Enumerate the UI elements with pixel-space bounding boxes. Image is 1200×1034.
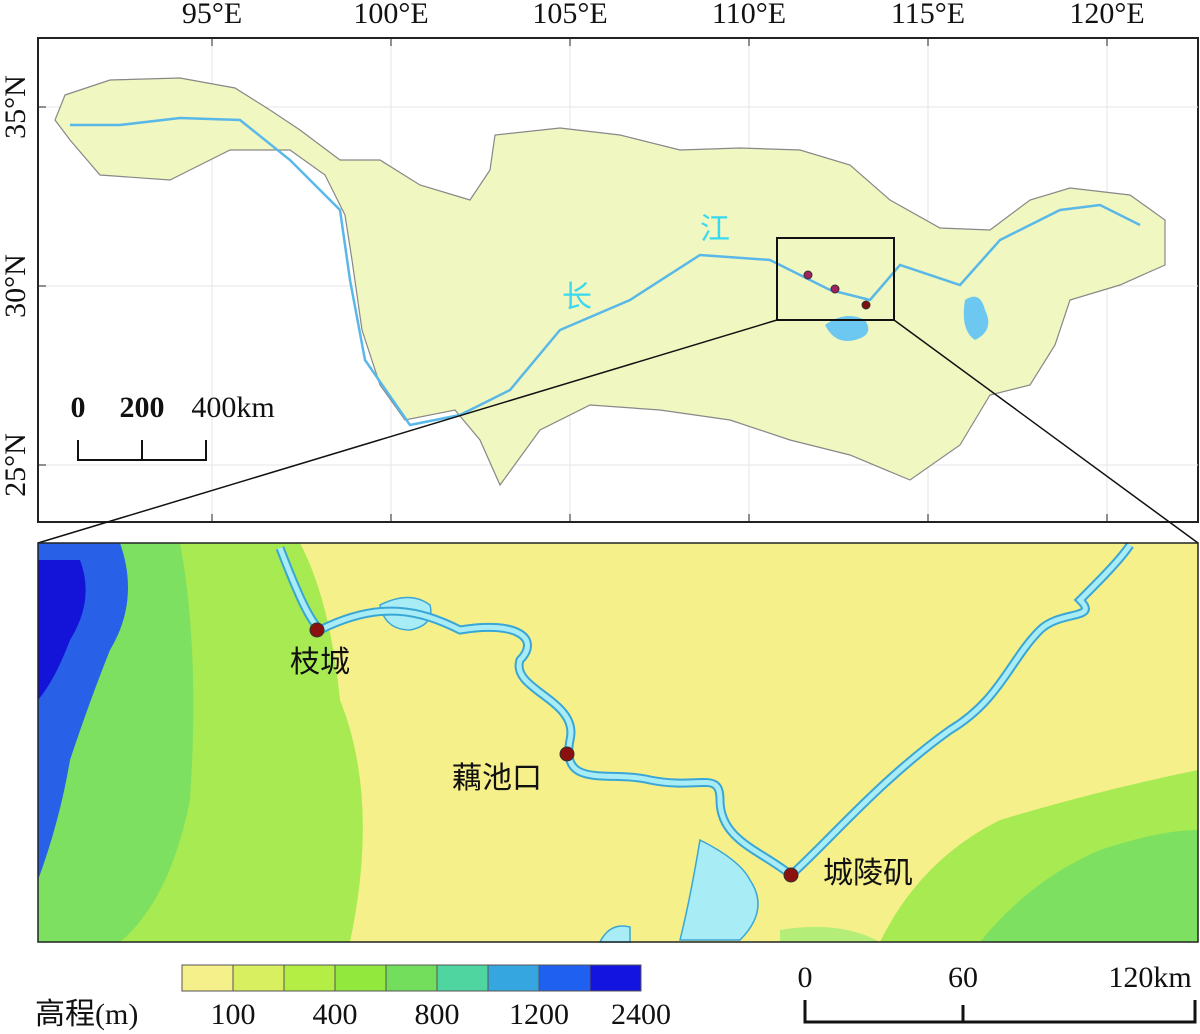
- legend-tick-label: 400: [313, 998, 358, 1031]
- legend-swatch: [283, 964, 336, 992]
- lon-label: 110°E: [712, 0, 786, 30]
- terrain: [980, 830, 1198, 942]
- scale-label: 200: [120, 391, 165, 424]
- scale-bar-bottom: 0 60 120km: [798, 961, 1197, 1024]
- station-dot: [309, 622, 325, 638]
- lat-label: 30°N: [0, 254, 32, 318]
- river-label: 江: [700, 213, 730, 246]
- river-label: 长: [562, 281, 592, 314]
- station-dot: [783, 867, 799, 883]
- scale-label: 120km: [1108, 961, 1191, 994]
- lon-label: 95°E: [182, 0, 242, 30]
- lake: [825, 296, 989, 341]
- legend-swatch: [436, 964, 489, 992]
- legend-tick-label: 1200: [509, 998, 569, 1031]
- legend-tick-label: 2400: [611, 998, 671, 1031]
- detail-map: 枝城 藕池口 城陵矶: [37, 542, 1199, 943]
- terrain: [38, 560, 86, 700]
- station-dot: [861, 300, 871, 310]
- scale-label: 0: [71, 391, 86, 424]
- lon-label: 100°E: [353, 0, 428, 30]
- zoom-line: [893, 319, 1199, 544]
- scale-label: 60: [948, 961, 978, 994]
- station-dot: [803, 270, 813, 280]
- lat-label: 25°N: [0, 433, 32, 497]
- inset-box: [776, 237, 895, 321]
- legend-tick-label: 800: [415, 998, 460, 1031]
- scale-bar-top: 0 200 400km: [71, 391, 275, 461]
- legend-swatch: [385, 964, 438, 992]
- overview-map: 长 江 0 200 400km: [37, 37, 1199, 523]
- station-dot: [830, 284, 840, 294]
- lat-label: 35°N: [0, 75, 32, 139]
- station-label: 枝城: [290, 646, 350, 679]
- scale-label: 400km: [191, 391, 274, 424]
- legend-swatch: [589, 964, 642, 992]
- legend-swatch: [487, 964, 540, 992]
- legend-tick-label: 100: [211, 998, 256, 1031]
- legend-swatch: [232, 964, 285, 992]
- terrain: [780, 926, 880, 942]
- lon-label: 115°E: [891, 0, 965, 30]
- scale-label: 0: [798, 961, 813, 994]
- basin: [54, 77, 1166, 487]
- legend-title: 高程(m): [35, 998, 138, 1031]
- legend: 高程(m) 100 400 800 1200 2400: [35, 964, 671, 1031]
- yangtze-river: [70, 116, 1141, 427]
- station-label: 城陵矶: [823, 857, 913, 890]
- station-label: 藕池口: [452, 762, 542, 795]
- legend-swatch: [334, 964, 387, 992]
- lon-label: 120°E: [1069, 0, 1144, 30]
- lon-label: 105°E: [532, 0, 607, 30]
- legend-swatch: [538, 964, 591, 992]
- zoom-line: [37, 319, 778, 544]
- river: [277, 543, 1133, 879]
- legend-swatch: [181, 964, 234, 992]
- station-dot: [559, 746, 575, 762]
- detail-frame: [37, 542, 1199, 943]
